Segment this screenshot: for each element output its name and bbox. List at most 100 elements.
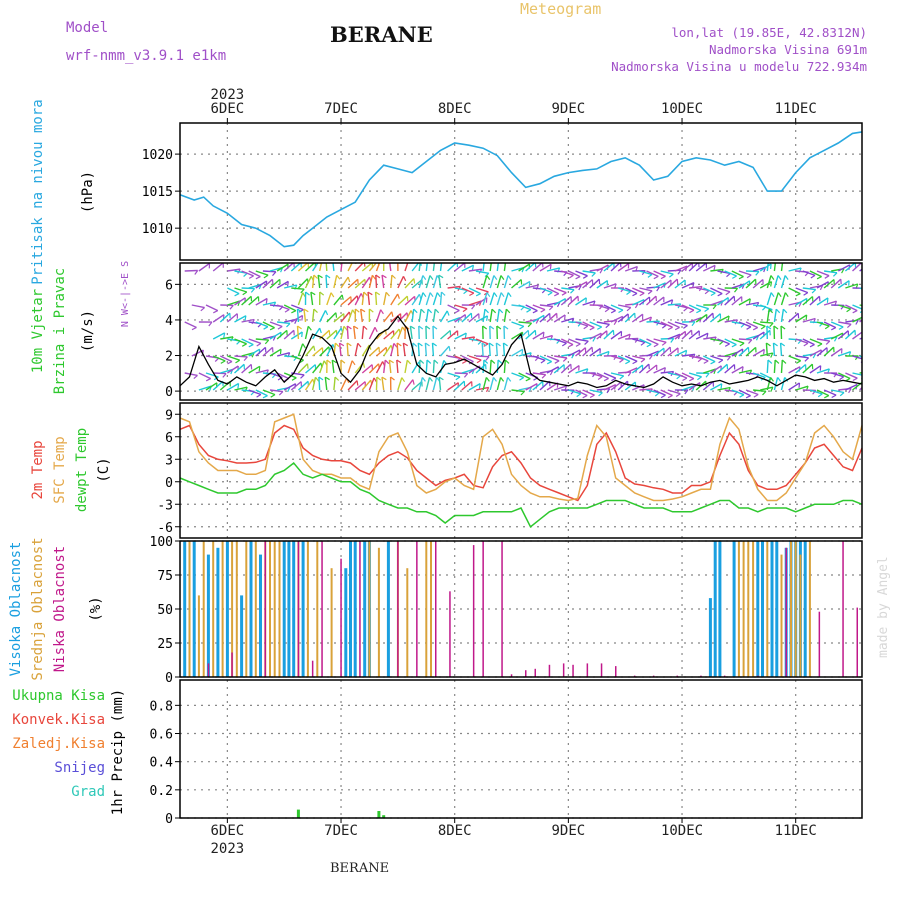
wind-barb-flag bbox=[683, 325, 688, 329]
wind-barb-flag bbox=[318, 376, 324, 381]
wind-barb-flag bbox=[422, 292, 427, 298]
wind-barb bbox=[681, 329, 693, 340]
wind-barb-flag bbox=[568, 344, 574, 348]
wind-barb bbox=[560, 363, 572, 374]
wind-barb bbox=[696, 304, 709, 310]
wind-barb-flag bbox=[376, 376, 382, 381]
wind-barb bbox=[383, 330, 395, 340]
wind-barb-flag bbox=[256, 393, 262, 398]
wind-barb bbox=[674, 372, 688, 379]
cloud-bar-mid bbox=[747, 541, 750, 677]
wind-barb bbox=[326, 329, 337, 340]
wind-barb bbox=[425, 292, 431, 306]
wind-barb-flag bbox=[385, 291, 390, 297]
wind-barb bbox=[831, 389, 845, 394]
watermark-text: made by Angel bbox=[876, 556, 891, 658]
wind-barb-flag bbox=[432, 342, 437, 347]
wind-barb-flag bbox=[649, 354, 653, 360]
cloud-bar-mid bbox=[377, 547, 380, 677]
wind-barb bbox=[795, 355, 809, 359]
wind-barb bbox=[283, 372, 297, 379]
wind-barb-flag bbox=[429, 377, 433, 382]
wind-barb bbox=[212, 355, 226, 362]
wind-barb-flag bbox=[265, 298, 268, 304]
cloud-bar-low bbox=[856, 607, 858, 677]
wind-barb bbox=[703, 336, 717, 340]
wind-barb bbox=[681, 372, 695, 380]
wind-barb bbox=[248, 389, 262, 396]
wind-barb bbox=[361, 326, 365, 340]
wind-barb bbox=[432, 377, 438, 391]
wind-barb-flag bbox=[661, 324, 667, 329]
wind-barb-flag bbox=[589, 394, 595, 399]
wind-barb bbox=[185, 304, 198, 305]
panel-frame-1 bbox=[179, 262, 863, 401]
wind-barb-flag bbox=[235, 359, 241, 364]
cloud-bar-low bbox=[435, 541, 437, 677]
wind-barb bbox=[354, 381, 366, 391]
y-tick-label: 100 bbox=[150, 535, 173, 550]
wind-barb bbox=[766, 263, 769, 272]
wind-barb bbox=[234, 386, 248, 391]
wind-barb-flag bbox=[784, 292, 789, 298]
wind-barb bbox=[802, 270, 816, 277]
wind-barb-flag bbox=[704, 308, 710, 312]
wind-barb bbox=[717, 287, 731, 293]
wind-barb bbox=[503, 263, 507, 272]
wind-barb bbox=[603, 372, 617, 379]
wind-barb-flag bbox=[597, 326, 602, 330]
wind-barb bbox=[780, 308, 785, 323]
wind-barb bbox=[731, 389, 745, 396]
wind-barb-flag bbox=[703, 360, 709, 364]
wind-barb bbox=[759, 280, 772, 289]
wind-barb bbox=[482, 308, 486, 323]
wind-barb-flag bbox=[763, 349, 765, 355]
wind-barb-flag bbox=[848, 388, 852, 394]
wind-barb-flag bbox=[554, 360, 560, 364]
wind-barb bbox=[624, 381, 636, 391]
wind-barb bbox=[489, 292, 495, 306]
wind-barb bbox=[396, 342, 399, 357]
wind-barb bbox=[304, 378, 314, 391]
wind-barb-flag bbox=[675, 393, 681, 397]
wind-barb bbox=[304, 275, 312, 289]
wind-barb bbox=[468, 382, 481, 391]
wind-barb-flag bbox=[632, 360, 638, 365]
wind-barb-flag bbox=[684, 389, 689, 395]
wind-barb bbox=[617, 304, 631, 309]
precip-legend-item: Zaledj.Kisa bbox=[12, 736, 105, 752]
wind-barb-flag bbox=[798, 301, 802, 307]
wind-barb bbox=[710, 383, 723, 391]
wind-barb-flag bbox=[795, 293, 801, 297]
wind-barb bbox=[788, 366, 801, 374]
wind-barb bbox=[596, 264, 609, 272]
wind-barb-flag bbox=[541, 374, 547, 379]
wind-barb-flag bbox=[216, 286, 219, 290]
wind-barb bbox=[227, 382, 239, 391]
wind-barb bbox=[361, 276, 371, 289]
wind-barb-flag bbox=[748, 298, 751, 304]
wind-barb bbox=[291, 304, 304, 311]
wind-barb bbox=[496, 292, 502, 306]
wind-barb bbox=[374, 291, 378, 306]
wind-barb bbox=[383, 311, 393, 323]
wind-barb-flag bbox=[817, 343, 823, 347]
wind-barb bbox=[731, 270, 744, 278]
wind-barb-flag bbox=[689, 378, 695, 382]
wind-barb bbox=[198, 372, 212, 380]
wind-barb bbox=[837, 330, 849, 340]
wind-barb bbox=[838, 351, 851, 357]
wind-barb bbox=[653, 296, 665, 306]
wind-barb bbox=[461, 287, 475, 294]
wind-barb bbox=[710, 355, 724, 361]
bottom-day-label: 8DEC bbox=[438, 823, 472, 839]
wind-barb-flag bbox=[270, 394, 276, 398]
wind-barb-flag bbox=[661, 341, 667, 346]
wind-barb-flag bbox=[391, 311, 394, 317]
wind-barb bbox=[639, 287, 653, 292]
wind-barb bbox=[646, 320, 660, 323]
wind-barb-flag bbox=[335, 312, 338, 318]
wind-barb-flag bbox=[263, 326, 269, 330]
wind-barb bbox=[553, 385, 567, 391]
wind-barb-flag bbox=[798, 382, 801, 388]
